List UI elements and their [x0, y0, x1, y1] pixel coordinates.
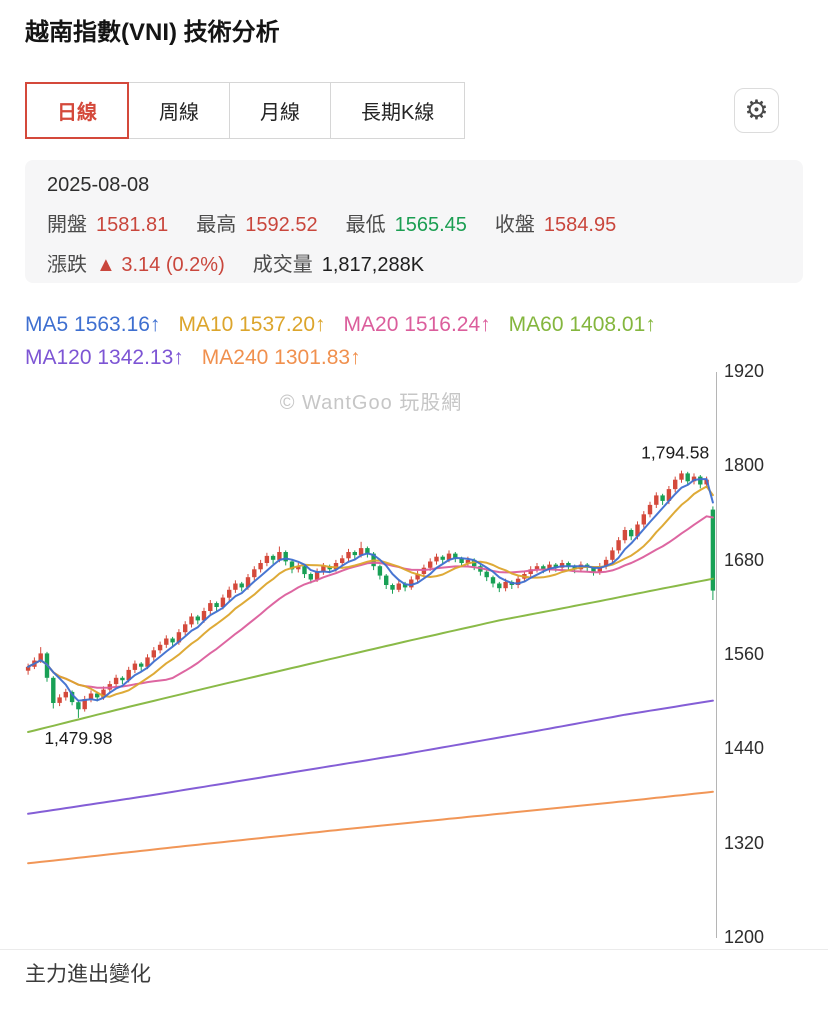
open-value: 1581.81 [96, 214, 169, 236]
y-axis-label: 1560 [724, 644, 765, 664]
section-divider [0, 949, 828, 950]
period-tabbar: 日線 周線 月線 長期K線 [25, 82, 466, 139]
tab-daily[interactable]: 日線 [25, 82, 129, 139]
close-value: 1584.95 [543, 214, 617, 236]
quote-panel: 2025-08-08 開盤 1581.81 最高 1592.52 最低 1565… [25, 160, 803, 283]
ma-legend-item-ma10: MA10 1537.20↑ [178, 313, 326, 336]
high-value: 1592.52 [245, 214, 318, 236]
ma-legend-item-ma20: MA20 1516.24↑ [343, 313, 491, 336]
ma-legend: MA5 1563.16↑ MA10 1537.20↑ MA20 1516.24↑ MA… [25, 308, 785, 374]
change-value: ▲ 3.14 (0.2%) [96, 254, 225, 276]
ma-legend-item-ma240: MA240 1301.83↑ [201, 346, 361, 369]
volume-label: 成交量 [252, 254, 313, 276]
quote-date: 2025-08-08 [47, 174, 150, 196]
high-label: 最高 [196, 214, 237, 236]
tab-monthly[interactable]: 月線 [229, 82, 331, 139]
tab-longterm-kline[interactable]: 長期K線 [330, 82, 466, 139]
low-field: 最低 1565.45 [346, 208, 467, 237]
candlestick-svg: 1,794.58 1,479.98 [25, 372, 717, 938]
y-axis-label: 1680 [724, 549, 765, 570]
volume-value: 1,817,288K [321, 254, 425, 276]
y-axis-label: 1920 [724, 361, 765, 381]
high-field: 最高 1592.52 [196, 208, 317, 237]
close-label: 收盤 [494, 214, 535, 236]
open-field: 開盤 1581.81 [47, 208, 168, 237]
y-axis-label: 1800 [724, 455, 765, 476]
low-label: 最低 [345, 214, 386, 236]
quote-change-row: 漲跌 ▲ 3.14 (0.2%) 成交量 1,817,288K [47, 248, 781, 277]
change-field: 漲跌 ▲ 3.14 (0.2%) [47, 248, 225, 277]
close-field: 收盤 1584.95 [495, 208, 616, 237]
change-label: 漲跌 [47, 254, 87, 276]
y-axis: 1920 1800 1680 1560 1440 1320 1200 [724, 361, 794, 947]
svg-text:1,794.58: 1,794.58 [641, 443, 709, 463]
price-chart[interactable]: © WantGoo 玩股網 1,794.58 1,479.98 [25, 372, 717, 939]
volume-field: 成交量 1,817,288K [253, 248, 424, 277]
ma-legend-item-ma60: MA60 1408.01↑ [508, 313, 656, 336]
settings-button[interactable]: ⚙ [734, 88, 779, 133]
quote-ohlc-row: 開盤 1581.81 最高 1592.52 最低 1565.45 收盤 1584… [47, 208, 781, 237]
svg-text:1,479.98: 1,479.98 [44, 728, 112, 748]
low-value: 1565.45 [394, 214, 467, 236]
ma-legend-row-2: MA120 1342.13↑ MA240 1301.83↑ [25, 341, 785, 374]
y-axis-label: 1320 [724, 832, 765, 853]
page-title: 越南指數(VNI) 技術分析 [25, 19, 280, 46]
y-axis-label: 1200 [724, 927, 765, 947]
section-title-main-force: 主力進出變化 [25, 963, 151, 986]
ma-legend-row-1: MA5 1563.16↑ MA10 1537.20↑ MA20 1516.24↑ MA… [25, 308, 785, 341]
y-axis-label: 1440 [724, 738, 765, 759]
open-label: 開盤 [47, 214, 87, 236]
ma-legend-item-ma120: MA120 1342.13↑ [25, 346, 184, 369]
gear-icon: ⚙ [744, 95, 769, 125]
ma-legend-item-ma5: MA5 1563.16↑ [25, 313, 161, 336]
tab-weekly[interactable]: 周線 [128, 82, 230, 139]
